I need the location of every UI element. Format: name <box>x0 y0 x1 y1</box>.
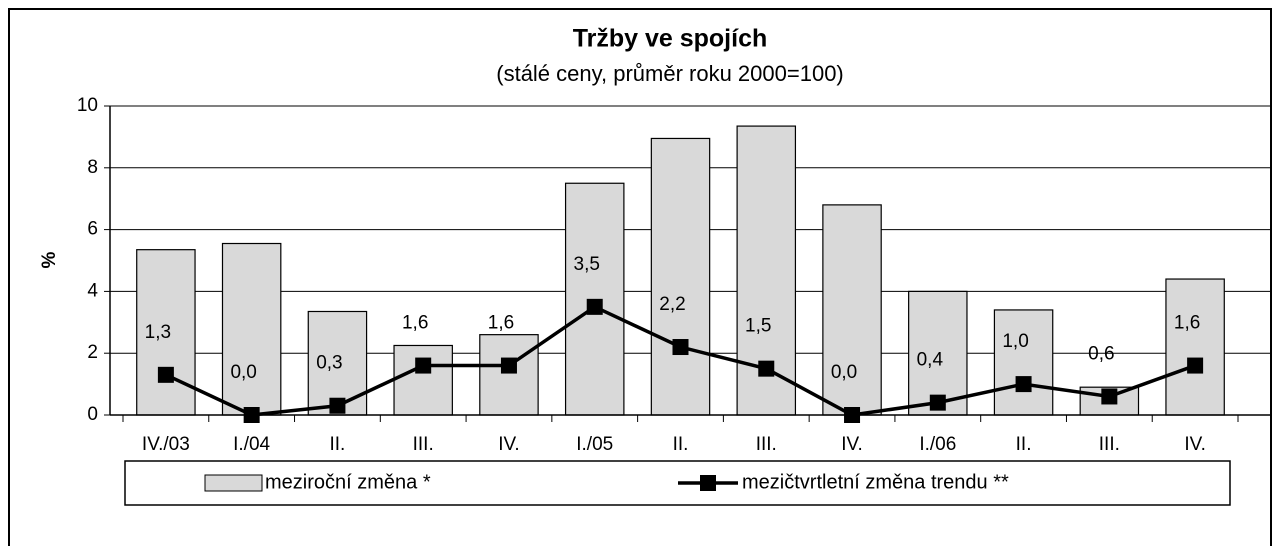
y-tick-label: 10 <box>77 95 98 116</box>
chart-subtitle: (stálé ceny, průměr roku 2000=100) <box>496 61 844 86</box>
legend <box>124 460 1231 506</box>
y-axis-label: % <box>39 251 60 268</box>
marker <box>1187 357 1204 374</box>
legend-label: meziroční změna * <box>265 471 431 493</box>
bar <box>993 309 1054 416</box>
marker <box>929 394 946 411</box>
marker <box>1015 376 1032 393</box>
marker <box>157 366 174 383</box>
x-tick-label: I./06 <box>919 434 956 455</box>
chart-title: Tržby ve spojích <box>573 25 768 53</box>
data-label: 1,3 <box>145 322 171 343</box>
y-tick-label: 6 <box>87 219 98 240</box>
x-tick-label: I./05 <box>576 434 613 455</box>
x-tick-label: IV./03 <box>142 434 190 455</box>
y-tick-label: 8 <box>87 157 98 178</box>
x-tick-label: II. <box>1016 434 1032 455</box>
bar <box>479 334 539 416</box>
marker <box>500 357 517 374</box>
x-tick-label: IV. <box>1184 434 1206 455</box>
legend-label: mezičtvrtletní změna trendu ** <box>742 471 1009 493</box>
x-tick-label: IV. <box>841 434 863 455</box>
x-tick-label: IV. <box>498 434 520 455</box>
data-label: 1,0 <box>1002 331 1028 352</box>
data-label: 0,4 <box>917 350 944 371</box>
y-tick-label: 0 <box>87 404 98 425</box>
x-tick-label: II. <box>673 434 689 455</box>
data-label: 1,6 <box>488 313 514 334</box>
data-label: 1,6 <box>402 313 428 334</box>
data-label: 0,0 <box>230 362 256 383</box>
x-tick-label: III. <box>1099 434 1120 455</box>
bar <box>221 242 282 416</box>
legend-swatch <box>204 474 263 492</box>
marker <box>415 357 432 374</box>
y-tick-label: 2 <box>87 342 98 363</box>
y-tick-label: 4 <box>87 280 98 301</box>
data-label: 2,2 <box>659 294 685 315</box>
data-label: 3,5 <box>574 254 600 275</box>
x-tick-label: III. <box>756 434 777 455</box>
x-tick-label: III. <box>413 434 434 455</box>
marker <box>329 397 346 414</box>
legend-swatch <box>700 475 716 491</box>
marker <box>672 339 689 356</box>
marker <box>586 298 603 315</box>
x-tick-label: II. <box>330 434 346 455</box>
bar <box>393 344 453 416</box>
bar <box>136 249 196 416</box>
marker <box>1101 388 1118 405</box>
data-label: 0,3 <box>316 353 342 374</box>
data-label: 1,6 <box>1174 313 1200 334</box>
marker <box>758 360 775 377</box>
bar <box>1165 278 1225 416</box>
bar <box>650 137 711 416</box>
data-label: 0,0 <box>831 362 857 383</box>
bar <box>822 204 882 416</box>
data-label: 1,5 <box>745 316 771 337</box>
bar <box>908 290 968 416</box>
data-label: 0,6 <box>1088 343 1114 364</box>
x-tick-label: I./04 <box>233 434 270 455</box>
chart-border <box>8 8 1272 546</box>
